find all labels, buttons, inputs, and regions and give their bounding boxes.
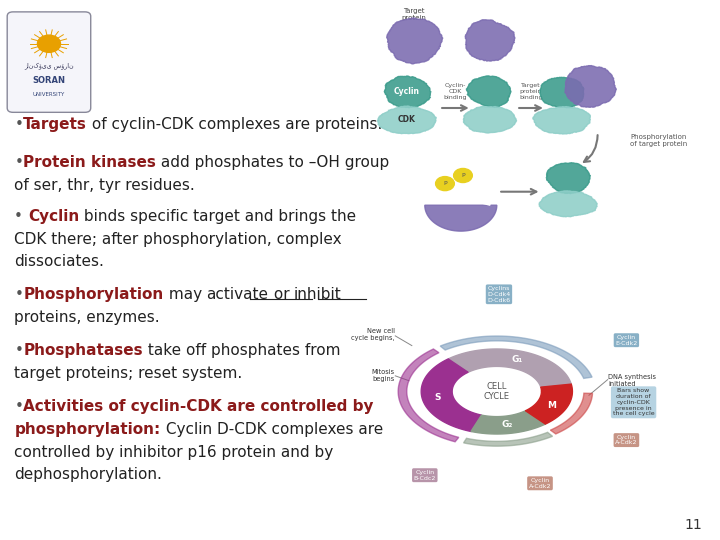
Text: زانکۆیی سۆران: زانکۆیی سۆران: [24, 62, 73, 69]
Polygon shape: [464, 433, 552, 446]
Text: Cyclin D-CDK complexes are: Cyclin D-CDK complexes are: [161, 422, 383, 437]
Text: proteins, enzymes.: proteins, enzymes.: [14, 310, 160, 325]
Polygon shape: [467, 76, 511, 107]
Text: Phosphatases: Phosphatases: [23, 343, 143, 358]
Text: G₁: G₁: [512, 355, 523, 364]
Text: •: •: [14, 287, 23, 302]
Text: S: S: [434, 393, 441, 402]
Polygon shape: [440, 336, 592, 379]
Text: Protein kinases: Protein kinases: [23, 155, 156, 170]
Text: Cyclin
A-Cdk2: Cyclin A-Cdk2: [615, 435, 638, 446]
Text: may: may: [163, 287, 207, 302]
Text: of ser, thr, tyr residues.: of ser, thr, tyr residues.: [14, 178, 195, 193]
Circle shape: [436, 177, 454, 191]
Text: phosphorylation:: phosphorylation:: [14, 422, 161, 437]
Text: Cyclin-
CDK
binding: Cyclin- CDK binding: [444, 83, 467, 100]
Polygon shape: [541, 384, 572, 392]
Text: Target
protein: Target protein: [402, 8, 426, 21]
Text: G₂: G₂: [502, 420, 513, 429]
Polygon shape: [533, 106, 590, 134]
Text: •: •: [14, 343, 23, 358]
Text: •: •: [14, 155, 23, 170]
Polygon shape: [398, 349, 459, 442]
Polygon shape: [421, 359, 482, 431]
Text: target proteins; reset system.: target proteins; reset system.: [14, 366, 243, 381]
Text: Activities of cyclin-CDK are controlled by: Activities of cyclin-CDK are controlled …: [23, 399, 374, 414]
Text: of cyclin-CDK complexes are proteins.: of cyclin-CDK complexes are proteins.: [87, 117, 382, 132]
Polygon shape: [449, 349, 571, 387]
Text: Bars show
duration of
cyclin-CDK
presence in
the cell cycle: Bars show duration of cyclin-CDK presenc…: [613, 388, 654, 416]
Text: Cyclins
D-Cdk4
D-Cdk6: Cyclins D-Cdk4 D-Cdk6: [487, 286, 510, 302]
Circle shape: [37, 35, 60, 52]
Text: P: P: [443, 181, 447, 186]
Polygon shape: [565, 65, 616, 107]
Text: •: •: [14, 399, 23, 414]
Text: Cyclin
B-Cdc2: Cyclin B-Cdc2: [413, 470, 436, 481]
Polygon shape: [540, 77, 584, 107]
Circle shape: [454, 168, 472, 183]
Polygon shape: [384, 76, 431, 107]
Polygon shape: [546, 163, 590, 193]
Text: Cyclin
A-Cdk2: Cyclin A-Cdk2: [528, 478, 552, 489]
Polygon shape: [526, 392, 572, 424]
Text: Phosphorylation: Phosphorylation: [23, 287, 163, 302]
Polygon shape: [432, 179, 490, 205]
Polygon shape: [550, 393, 593, 434]
Text: Cyclin: Cyclin: [394, 87, 420, 96]
Text: or: or: [269, 287, 294, 302]
Text: UNIVERSITY: UNIVERSITY: [33, 92, 65, 97]
Text: dephosphorylation.: dephosphorylation.: [14, 467, 162, 482]
Text: controlled by inhibitor p16 protein and by: controlled by inhibitor p16 protein and …: [14, 444, 333, 460]
Text: activate: activate: [207, 287, 269, 302]
Text: 11: 11: [684, 518, 702, 532]
Polygon shape: [465, 20, 515, 61]
Polygon shape: [471, 411, 545, 434]
Polygon shape: [539, 191, 598, 217]
Text: •: •: [14, 209, 28, 224]
Text: add phosphates to –OH group: add phosphates to –OH group: [156, 155, 390, 170]
Text: Target
protein
binding: Target protein binding: [519, 83, 542, 100]
Polygon shape: [425, 205, 497, 231]
Text: binds specific target and brings the: binds specific target and brings the: [79, 209, 356, 224]
Text: DNA synthesis
initiated: DNA synthesis initiated: [608, 374, 657, 387]
Text: dissociates.: dissociates.: [14, 254, 104, 269]
Text: CELL
CYCLE: CELL CYCLE: [484, 382, 510, 401]
Text: CDK there; after phosphorylation, complex: CDK there; after phosphorylation, comple…: [14, 232, 342, 247]
Text: Targets: Targets: [23, 117, 87, 132]
Text: inhibit: inhibit: [294, 287, 342, 302]
Text: P: P: [461, 173, 465, 178]
Text: Cyclin: Cyclin: [28, 209, 79, 224]
Text: take off phosphates from: take off phosphates from: [143, 343, 341, 358]
Text: New cell
cycle begins,: New cell cycle begins,: [351, 328, 395, 341]
Text: CDK: CDK: [398, 116, 415, 124]
Text: Phosphorylation
of target protein: Phosphorylation of target protein: [630, 134, 688, 147]
Text: Cyclin
E-Cdk2: Cyclin E-Cdk2: [616, 335, 637, 346]
Polygon shape: [377, 106, 436, 133]
Polygon shape: [387, 18, 443, 64]
FancyBboxPatch shape: [7, 12, 91, 112]
Text: Mitosis
begins: Mitosis begins: [372, 369, 395, 382]
Text: M: M: [546, 401, 556, 410]
Text: •: •: [14, 117, 23, 132]
Polygon shape: [463, 106, 516, 133]
Text: SORAN: SORAN: [32, 76, 66, 85]
